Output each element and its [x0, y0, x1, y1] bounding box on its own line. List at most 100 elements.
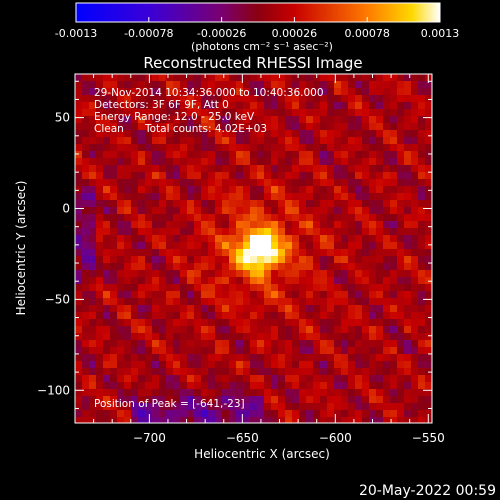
heatmap-cell	[89, 305, 97, 313]
heatmap-cell	[425, 235, 432, 243]
heatmap-cell	[278, 81, 286, 89]
heatmap-cell	[229, 186, 237, 194]
heatmap-cell	[243, 74, 251, 82]
heatmap-cell	[152, 235, 160, 243]
heatmap-cell	[82, 158, 90, 166]
heatmap-cell	[215, 81, 223, 89]
heatmap-cell	[285, 144, 293, 152]
heatmap-cell	[334, 291, 342, 299]
heatmap-cell	[313, 109, 321, 117]
heatmap-cell	[117, 403, 125, 411]
heatmap-cell	[96, 417, 104, 423]
heatmap-cell	[341, 410, 349, 418]
heatmap-cell	[180, 235, 188, 243]
heatmap-cell	[341, 389, 349, 397]
heatmap-cell	[145, 158, 153, 166]
heatmap-cell	[131, 74, 139, 82]
heatmap-cell	[250, 256, 258, 264]
heatmap-cell	[145, 284, 153, 292]
heatmap-cell	[313, 179, 321, 187]
footer-timestamp: 20-May-2022 00:59	[359, 483, 496, 499]
heatmap-cell	[222, 354, 230, 362]
heatmap-cell	[348, 88, 356, 96]
heatmap-cell	[236, 263, 244, 271]
heatmap-cell	[362, 333, 370, 341]
heatmap-cell	[208, 305, 216, 313]
heatmap-cell	[306, 144, 314, 152]
heatmap-cell	[166, 88, 174, 96]
heatmap-cell	[411, 74, 419, 82]
heatmap-cell	[397, 116, 405, 124]
heatmap-cell	[180, 207, 188, 215]
heatmap-cell	[341, 319, 349, 327]
heatmap-cell	[404, 396, 412, 404]
heatmap-cell	[117, 102, 125, 110]
heatmap-cell	[180, 109, 188, 117]
heatmap-cell	[362, 214, 370, 222]
heatmap-cell	[418, 298, 426, 306]
heatmap-cell	[82, 179, 90, 187]
heatmap-cell	[355, 368, 363, 376]
heatmap-cell	[201, 144, 209, 152]
heatmap-cell	[306, 417, 314, 423]
heatmap-cell	[103, 263, 111, 271]
heatmap-cell	[152, 179, 160, 187]
heatmap-cell	[306, 151, 314, 159]
heatmap-cell	[334, 95, 342, 103]
heatmap-cell	[383, 200, 391, 208]
heatmap-cell	[215, 361, 223, 369]
heatmap-cell	[320, 242, 328, 250]
heatmap-cell	[152, 333, 160, 341]
heatmap-cell	[145, 361, 153, 369]
heatmap-cell	[369, 200, 377, 208]
heatmap-cell	[348, 228, 356, 236]
heatmap-cell	[166, 102, 174, 110]
heatmap-cell	[341, 347, 349, 355]
heatmap-cell	[278, 214, 286, 222]
heatmap-cell	[390, 277, 398, 285]
heatmap-cell	[292, 417, 300, 423]
heatmap-cell	[166, 347, 174, 355]
heatmap-cell	[320, 151, 328, 159]
heatmap-cell	[418, 410, 426, 418]
heatmap-cell	[96, 74, 104, 82]
heatmap-cell	[341, 298, 349, 306]
heatmap-cell	[82, 95, 90, 103]
heatmap-cell	[320, 312, 328, 320]
heatmap-cell	[341, 305, 349, 313]
heatmap-cell	[180, 333, 188, 341]
heatmap-cell	[285, 312, 293, 320]
heatmap-cell	[404, 144, 412, 152]
heatmap-cell	[292, 193, 300, 201]
heatmap-cell	[110, 193, 118, 201]
heatmap-cell	[82, 305, 90, 313]
heatmap-cell	[285, 270, 293, 278]
heatmap-cell	[138, 389, 146, 397]
heatmap-cell	[418, 382, 426, 390]
heatmap-cell	[411, 340, 419, 348]
heatmap-cell	[285, 207, 293, 215]
heatmap-cell	[75, 123, 83, 131]
heatmap-cell	[138, 74, 146, 82]
heatmap-cell	[75, 403, 83, 411]
heatmap-cell	[110, 144, 118, 152]
heatmap-cell	[313, 291, 321, 299]
heatmap-cell	[250, 158, 258, 166]
heatmap-cell	[299, 249, 307, 257]
heatmap-cell	[180, 158, 188, 166]
heatmap-cell	[229, 340, 237, 348]
heatmap-cell	[390, 417, 398, 423]
heatmap-cell	[271, 417, 279, 423]
heatmap-cell	[138, 256, 146, 264]
heatmap-cell	[124, 151, 132, 159]
heatmap-cell	[194, 81, 202, 89]
heatmap-cell	[124, 354, 132, 362]
heatmap-cell	[250, 165, 258, 173]
heatmap-cell	[124, 74, 132, 82]
heatmap-cell	[173, 130, 181, 138]
heatmap-cell	[250, 137, 258, 145]
heatmap-cell	[404, 417, 412, 423]
heatmap-cell	[173, 270, 181, 278]
heatmap-cell	[180, 221, 188, 229]
heatmap-cell	[117, 347, 125, 355]
